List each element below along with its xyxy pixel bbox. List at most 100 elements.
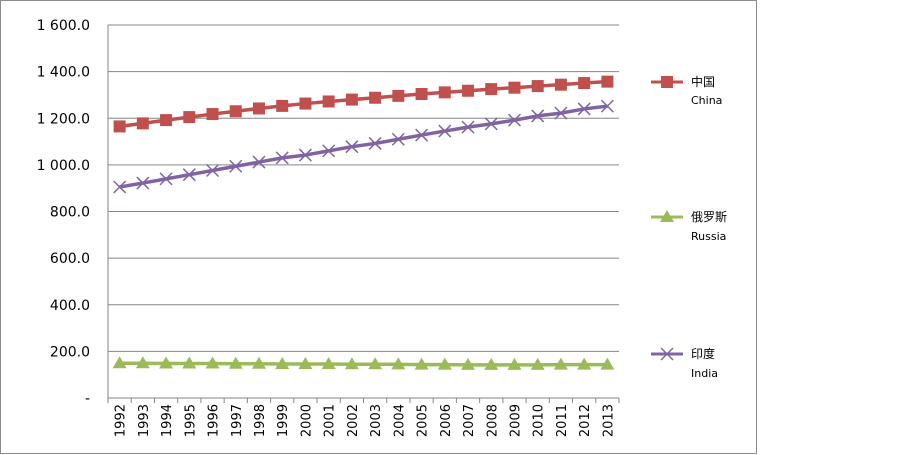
data-point bbox=[600, 357, 615, 370]
y-tick-label: 1 400.0 bbox=[37, 65, 90, 81]
data-point bbox=[206, 108, 219, 121]
data-point bbox=[228, 356, 243, 369]
legend-label-russia: 俄罗斯 bbox=[691, 210, 727, 224]
data-point bbox=[392, 89, 405, 102]
x-tick-label: 2005 bbox=[416, 404, 431, 437]
legend-label-china: 中国 bbox=[691, 74, 715, 89]
x-tick-label: 2007 bbox=[462, 404, 477, 437]
data-point bbox=[182, 168, 196, 182]
x-tick-label: 2013 bbox=[601, 404, 616, 437]
data-point bbox=[391, 357, 406, 370]
data-point bbox=[484, 117, 498, 131]
data-point bbox=[159, 172, 173, 186]
y-tick-label: 200.0 bbox=[50, 344, 90, 360]
legend-sublabel-china: China bbox=[691, 94, 722, 107]
data-point bbox=[345, 140, 359, 154]
data-point bbox=[462, 84, 475, 97]
x-tick-label: 1997 bbox=[230, 404, 245, 437]
x-tick-label: 2006 bbox=[439, 404, 454, 437]
y-tick-label: 1 000.0 bbox=[37, 158, 90, 174]
data-point bbox=[531, 109, 545, 123]
series-line bbox=[119, 104, 608, 189]
data-point bbox=[322, 95, 335, 108]
y-axis-tick-labels: - 200.0 400.0 600.0 800.0 1 000.0 1 200.0 1 400… bbox=[37, 18, 90, 407]
data-point bbox=[136, 176, 150, 190]
data-point bbox=[438, 124, 452, 138]
data-point bbox=[345, 93, 358, 106]
x-tick-label: 1995 bbox=[183, 404, 198, 437]
data-point bbox=[578, 77, 591, 90]
data-point bbox=[531, 80, 544, 93]
series-china bbox=[113, 75, 614, 133]
data-point bbox=[391, 132, 405, 146]
x-tick-label: 2000 bbox=[299, 404, 314, 437]
x-tick-label: 1992 bbox=[114, 404, 129, 437]
data-point bbox=[507, 357, 522, 370]
legend-sublabel-india: India bbox=[691, 367, 718, 380]
data-point bbox=[321, 356, 336, 369]
legend-marker-india bbox=[660, 347, 674, 361]
data-point bbox=[414, 357, 429, 370]
x-tick-label: 2009 bbox=[508, 404, 523, 437]
legend-sublabel-russia: Russia bbox=[691, 230, 726, 243]
data-point bbox=[205, 163, 220, 178]
data-point bbox=[577, 102, 591, 116]
data-point bbox=[182, 356, 197, 369]
data-point bbox=[252, 155, 266, 169]
x-tick-label: 2012 bbox=[578, 404, 593, 437]
data-point bbox=[251, 356, 266, 369]
data-point bbox=[553, 357, 568, 370]
y-tick-label: 1 200.0 bbox=[37, 111, 90, 127]
y-tick-label: 600.0 bbox=[50, 251, 90, 267]
data-point bbox=[136, 117, 149, 130]
x-axis-tick-labels: 1992 1993 1994 1995 1996 1997 1998 1999 2000 2001… bbox=[114, 404, 617, 437]
data-point bbox=[113, 180, 127, 194]
data-point bbox=[275, 151, 289, 165]
legend-marker-russia bbox=[660, 210, 674, 222]
y-tick-label: - bbox=[85, 391, 90, 407]
data-point bbox=[205, 356, 220, 369]
data-point bbox=[183, 111, 196, 124]
series-layer bbox=[112, 75, 615, 370]
data-point bbox=[135, 356, 150, 369]
x-tick-label: 2011 bbox=[555, 404, 570, 437]
data-point bbox=[461, 120, 475, 134]
data-point bbox=[415, 88, 428, 101]
legend-entry-china: 中国 China bbox=[651, 74, 722, 107]
data-point bbox=[113, 120, 126, 133]
data-point bbox=[484, 357, 499, 370]
data-point bbox=[368, 357, 383, 370]
x-tick-label: 2002 bbox=[346, 404, 361, 437]
y-tick-label: 400.0 bbox=[50, 298, 90, 314]
data-point bbox=[368, 136, 382, 150]
data-point bbox=[437, 357, 452, 370]
data-point bbox=[600, 99, 614, 113]
data-point bbox=[554, 106, 568, 120]
data-point bbox=[299, 97, 312, 110]
data-point bbox=[112, 356, 127, 369]
x-tick-label: 2010 bbox=[532, 404, 547, 437]
x-tick-label: 2003 bbox=[369, 404, 384, 437]
x-tick-label: 2001 bbox=[323, 404, 338, 437]
data-point bbox=[229, 159, 243, 173]
legend-label-india: 印度 bbox=[691, 346, 715, 361]
data-point bbox=[485, 83, 498, 96]
data-point bbox=[369, 91, 382, 104]
chart-frame bbox=[0, 0, 757, 454]
series-line bbox=[119, 79, 608, 129]
data-point bbox=[298, 148, 312, 162]
legend: 中国 China 俄罗斯 Russia 印度 India bbox=[651, 74, 727, 380]
series-line bbox=[119, 361, 608, 367]
x-tick-label: 2004 bbox=[392, 404, 407, 437]
y-tick-label: 1 600.0 bbox=[37, 18, 90, 34]
data-point bbox=[577, 357, 592, 370]
y-tick-label: 800.0 bbox=[50, 205, 90, 221]
data-point bbox=[508, 81, 521, 94]
data-point bbox=[276, 99, 289, 112]
data-point bbox=[344, 357, 359, 370]
data-point bbox=[554, 78, 567, 91]
data-point bbox=[160, 114, 173, 127]
legend-entry-russia: 俄罗斯 Russia bbox=[651, 210, 727, 243]
data-point bbox=[252, 102, 265, 115]
